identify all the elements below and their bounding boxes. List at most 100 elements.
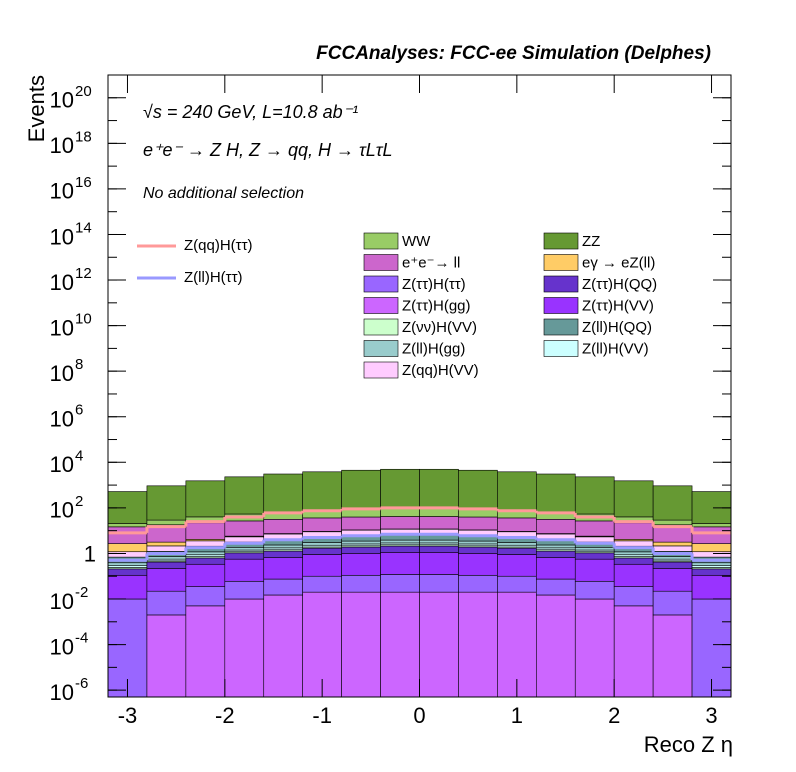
histogram-bar bbox=[574, 476, 615, 515]
histogram-bar bbox=[302, 547, 342, 555]
histogram-bar bbox=[652, 561, 693, 569]
x-tick-label: -1 bbox=[312, 703, 332, 728]
legend-label: ZZ bbox=[582, 233, 600, 250]
histogram-bar bbox=[185, 522, 226, 540]
histogram-bar bbox=[536, 594, 576, 698]
histogram-bar bbox=[613, 522, 654, 540]
histogram-bar bbox=[107, 568, 148, 576]
legend-swatch bbox=[363, 254, 399, 271]
histogram-bar bbox=[419, 552, 459, 575]
histogram-bar bbox=[146, 614, 187, 698]
histogram-bar bbox=[652, 590, 693, 616]
histogram-bar bbox=[302, 542, 342, 546]
y-tick-exponent: 16 bbox=[75, 174, 92, 191]
histogram-bar bbox=[341, 540, 381, 545]
y-tick-exponent: 14 bbox=[75, 219, 92, 236]
histogram-bar bbox=[536, 578, 576, 596]
histogram-bar bbox=[380, 545, 420, 553]
histogram-bar bbox=[224, 552, 265, 560]
histogram-bar bbox=[458, 553, 498, 576]
histogram-bar bbox=[536, 557, 576, 580]
histogram-bar bbox=[458, 546, 498, 554]
histogram-bar bbox=[185, 586, 226, 607]
histogram-bar bbox=[419, 539, 459, 544]
histogram-bar bbox=[263, 578, 303, 596]
y-tick-exponent: 18 bbox=[75, 128, 92, 145]
histogram-bar bbox=[380, 539, 420, 544]
histogram-bar bbox=[380, 552, 420, 575]
legend-swatch bbox=[363, 318, 399, 336]
legend-swatch bbox=[543, 318, 579, 336]
legend-swatch bbox=[543, 340, 579, 357]
histogram-bar bbox=[185, 563, 226, 587]
y-tick-exponent: 10 bbox=[75, 311, 92, 328]
histogram-bar bbox=[613, 551, 654, 556]
histogram-bar bbox=[341, 591, 381, 698]
histogram-bar bbox=[224, 598, 265, 698]
histogram-bar bbox=[185, 557, 226, 565]
histogram-bar bbox=[497, 542, 537, 546]
y-tick-exponent: 12 bbox=[75, 265, 92, 282]
histogram-bar bbox=[185, 551, 226, 556]
histogram-bar bbox=[574, 536, 615, 543]
histogram-bar bbox=[263, 544, 303, 549]
histogram-bar bbox=[652, 519, 693, 526]
x-tick-label: 3 bbox=[705, 703, 717, 728]
chart-title: FCCAnalyses: FCC-ee Simulation (Delphes) bbox=[316, 43, 711, 64]
x-tick-label: 2 bbox=[608, 703, 620, 728]
x-tick-label: -2 bbox=[215, 703, 235, 728]
x-axis-label: Reco Z η bbox=[644, 732, 733, 757]
histogram-bar bbox=[497, 547, 537, 555]
y-tick-exponent: 6 bbox=[75, 402, 83, 419]
histogram-bar bbox=[302, 554, 342, 577]
x-tick-label: -3 bbox=[118, 703, 138, 728]
histogram-bar bbox=[691, 574, 732, 600]
legend-label: eγ → eZ(ll) bbox=[582, 254, 655, 271]
histogram-bar bbox=[613, 480, 654, 518]
histogram-bar bbox=[419, 591, 459, 698]
legend-label: Z(qq)H(ττ) bbox=[184, 237, 253, 254]
histogram-bar bbox=[419, 468, 459, 509]
histogram-bar bbox=[613, 563, 654, 587]
histogram-bar bbox=[146, 485, 187, 521]
histogram-bar bbox=[146, 545, 187, 552]
legend-swatch bbox=[543, 232, 579, 250]
histogram-bar bbox=[146, 590, 187, 616]
histogram-bar bbox=[458, 540, 498, 545]
histogram-bar bbox=[302, 575, 342, 593]
histogram-bar bbox=[652, 614, 693, 698]
histogram-bar bbox=[613, 557, 654, 565]
histogram-bar bbox=[146, 541, 187, 547]
histogram-bar bbox=[691, 562, 732, 566]
histogram-bar bbox=[691, 568, 732, 576]
histogram-bar bbox=[652, 556, 693, 560]
x-tick-label: 0 bbox=[413, 703, 425, 728]
histogram-bar bbox=[691, 551, 732, 558]
legend-label: Z(ll)H(gg) bbox=[402, 340, 465, 357]
histogram-bar bbox=[419, 545, 459, 553]
histogram-bar bbox=[263, 550, 303, 558]
legend-label: Z(ll)H(VV) bbox=[582, 340, 649, 357]
histogram-bar bbox=[224, 536, 265, 543]
histogram-bar bbox=[107, 543, 148, 553]
legend-label: e⁺e⁻→ ll bbox=[402, 254, 460, 271]
histogram-bar bbox=[574, 547, 615, 551]
legend-swatch bbox=[363, 297, 399, 314]
histogram-bar bbox=[458, 574, 498, 593]
annotation: e⁺e⁻ → Z H, Z → qq, H → τLτL bbox=[143, 140, 393, 160]
legend-swatch bbox=[543, 275, 579, 293]
histogram-bar bbox=[185, 480, 226, 518]
histogram-bar bbox=[302, 471, 342, 511]
histogram-bar bbox=[536, 544, 576, 549]
histogram-bar bbox=[146, 519, 187, 526]
legend-swatch bbox=[363, 232, 399, 250]
legend-label: Z(ll)H(QQ) bbox=[582, 319, 652, 336]
y-tick-exponent: -6 bbox=[75, 675, 88, 692]
legend-swatch bbox=[363, 275, 399, 293]
legend-label: Z(ττ)H(QQ) bbox=[582, 276, 657, 293]
histogram-bar bbox=[497, 471, 537, 511]
histogram-bar bbox=[341, 469, 381, 509]
histogram-bar bbox=[146, 568, 187, 592]
histogram-bar bbox=[574, 552, 615, 560]
